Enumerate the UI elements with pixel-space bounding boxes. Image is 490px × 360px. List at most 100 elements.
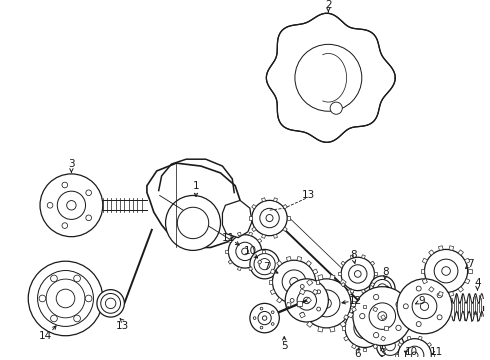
Polygon shape xyxy=(373,344,378,349)
Polygon shape xyxy=(439,246,443,251)
Polygon shape xyxy=(307,279,313,285)
Circle shape xyxy=(272,260,316,303)
Polygon shape xyxy=(306,261,312,266)
Circle shape xyxy=(345,308,384,347)
Polygon shape xyxy=(228,260,232,264)
Polygon shape xyxy=(429,250,434,255)
Text: 8: 8 xyxy=(350,250,357,260)
Text: 14: 14 xyxy=(39,331,52,341)
Polygon shape xyxy=(370,261,374,265)
Polygon shape xyxy=(363,347,367,351)
Circle shape xyxy=(376,332,404,359)
Circle shape xyxy=(406,346,424,360)
Polygon shape xyxy=(363,305,367,308)
Polygon shape xyxy=(343,336,348,341)
Circle shape xyxy=(412,294,437,319)
Circle shape xyxy=(354,317,375,339)
Polygon shape xyxy=(374,273,377,275)
Circle shape xyxy=(442,267,450,275)
Polygon shape xyxy=(362,255,366,258)
Circle shape xyxy=(407,301,416,310)
Circle shape xyxy=(330,102,343,114)
Polygon shape xyxy=(338,273,341,275)
Polygon shape xyxy=(381,315,386,320)
Circle shape xyxy=(317,307,320,311)
Polygon shape xyxy=(381,336,386,341)
Polygon shape xyxy=(228,239,232,243)
Circle shape xyxy=(271,323,274,325)
Text: 6: 6 xyxy=(354,349,361,359)
Circle shape xyxy=(266,215,273,221)
Polygon shape xyxy=(465,279,470,284)
Polygon shape xyxy=(465,258,470,264)
Polygon shape xyxy=(252,204,256,209)
Polygon shape xyxy=(342,326,345,330)
Circle shape xyxy=(295,44,362,111)
Circle shape xyxy=(40,174,103,237)
Polygon shape xyxy=(318,275,323,280)
Circle shape xyxy=(271,311,274,314)
Circle shape xyxy=(236,242,254,261)
Polygon shape xyxy=(427,343,432,347)
Circle shape xyxy=(62,223,68,228)
Circle shape xyxy=(369,276,395,301)
Polygon shape xyxy=(297,302,302,307)
Circle shape xyxy=(396,325,401,330)
Circle shape xyxy=(348,265,367,283)
Text: 5: 5 xyxy=(281,341,288,351)
Circle shape xyxy=(373,294,379,300)
Polygon shape xyxy=(439,292,443,296)
Polygon shape xyxy=(347,289,353,295)
Polygon shape xyxy=(350,289,354,293)
Text: 13: 13 xyxy=(116,321,129,331)
Circle shape xyxy=(411,352,418,359)
Polygon shape xyxy=(249,216,252,220)
Circle shape xyxy=(424,249,467,293)
Circle shape xyxy=(86,190,92,195)
Circle shape xyxy=(252,201,287,236)
Polygon shape xyxy=(225,250,228,253)
Circle shape xyxy=(57,191,86,219)
Polygon shape xyxy=(407,336,411,340)
Circle shape xyxy=(380,336,400,355)
Polygon shape xyxy=(299,289,305,295)
Text: 11: 11 xyxy=(430,347,443,357)
Polygon shape xyxy=(422,279,427,284)
Polygon shape xyxy=(362,289,366,293)
Circle shape xyxy=(28,261,103,336)
Circle shape xyxy=(396,302,401,307)
Circle shape xyxy=(300,312,304,316)
Circle shape xyxy=(260,208,279,228)
Polygon shape xyxy=(343,315,348,320)
Circle shape xyxy=(85,295,92,302)
Circle shape xyxy=(56,289,75,308)
Polygon shape xyxy=(418,336,422,340)
Polygon shape xyxy=(258,239,262,243)
Circle shape xyxy=(303,297,310,304)
Circle shape xyxy=(377,284,387,293)
Polygon shape xyxy=(262,198,266,202)
Circle shape xyxy=(50,275,57,282)
Polygon shape xyxy=(273,234,277,238)
Polygon shape xyxy=(222,201,252,238)
Circle shape xyxy=(50,315,57,322)
Polygon shape xyxy=(458,287,464,292)
Polygon shape xyxy=(316,280,319,284)
Circle shape xyxy=(437,315,442,320)
Circle shape xyxy=(353,287,412,346)
Polygon shape xyxy=(330,275,335,280)
Circle shape xyxy=(416,286,421,291)
Polygon shape xyxy=(249,267,252,271)
Circle shape xyxy=(416,321,421,327)
Polygon shape xyxy=(351,307,356,312)
Polygon shape xyxy=(283,204,287,209)
Polygon shape xyxy=(431,354,434,357)
Polygon shape xyxy=(249,232,252,236)
Polygon shape xyxy=(347,312,353,318)
Circle shape xyxy=(317,290,320,294)
Polygon shape xyxy=(258,260,262,264)
Polygon shape xyxy=(467,269,471,273)
Polygon shape xyxy=(458,250,464,255)
Polygon shape xyxy=(299,312,305,318)
Polygon shape xyxy=(252,227,256,231)
